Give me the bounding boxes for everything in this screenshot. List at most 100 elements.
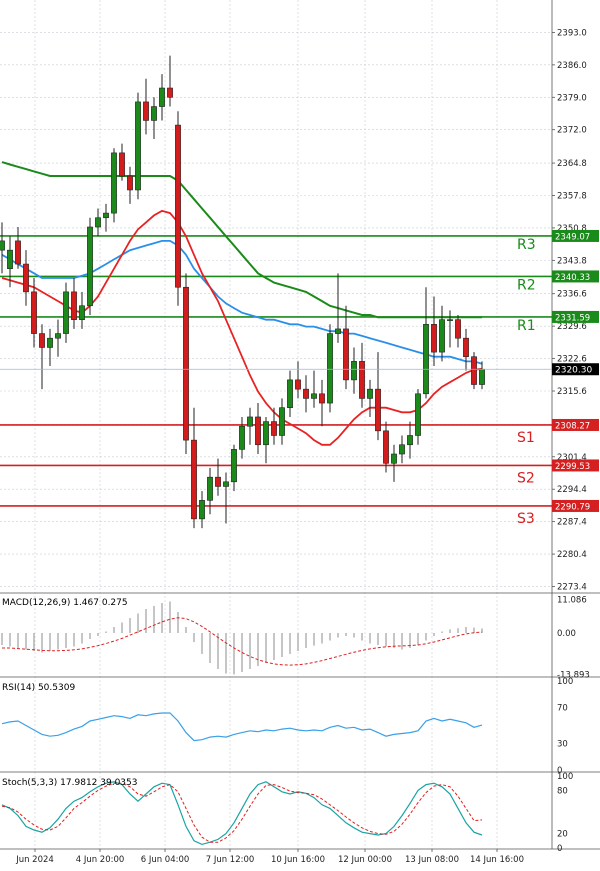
candle — [223, 472, 229, 524]
level-badge-r2 — [552, 270, 599, 283]
candle — [447, 310, 453, 348]
candle — [399, 435, 405, 464]
candle — [23, 250, 29, 306]
price-tick-label: 2315.6 — [557, 387, 587, 397]
rsi-panel — [1, 712, 483, 742]
candle — [31, 277, 37, 348]
level-name-r2: R2 — [517, 277, 536, 293]
level-badge-label: 2340.33 — [555, 273, 590, 283]
ma-mid-line — [1, 239, 483, 365]
level-badge-label: 2290.79 — [555, 502, 590, 512]
candle — [311, 370, 317, 408]
candle — [79, 291, 85, 329]
candle — [87, 217, 93, 316]
candle — [407, 421, 413, 459]
candle — [367, 379, 373, 417]
time-tick-label: 6 Jun 04:00 — [141, 855, 190, 865]
stoch-tick-label: 0 — [557, 844, 562, 854]
time-axis: Jun 2024 4 Jun 20:00 6 Jun 04:00 7 Jun 12:0… — [15, 849, 524, 865]
rsi-tick-label: 0 — [557, 766, 562, 776]
stoch-d-line — [1, 782, 483, 843]
stoch-k-line — [1, 781, 483, 846]
price-tick-label: 2322.6 — [557, 355, 587, 365]
candle — [247, 407, 253, 445]
candle — [295, 361, 301, 399]
candle — [463, 328, 469, 371]
time-tick-label: 10 Jun 16:00 — [271, 855, 325, 865]
stoch-tick-label: 20 — [557, 830, 568, 840]
candle — [271, 407, 277, 445]
macd-tick-label: 11.086 — [557, 596, 587, 606]
candle — [15, 227, 21, 269]
price-tick-label: 2364.8 — [557, 159, 587, 169]
candle — [391, 444, 397, 482]
price-tick-label: 2273.4 — [557, 583, 587, 593]
candle — [47, 328, 53, 366]
macd-tick-label: -13.893 — [557, 671, 590, 681]
candle — [375, 352, 381, 441]
macd-panel — [1, 601, 483, 675]
level-badge-s2 — [552, 459, 599, 472]
stoch-tick-label: 100 — [557, 772, 573, 782]
candle — [191, 407, 197, 529]
candle — [167, 55, 173, 107]
candle — [319, 379, 325, 427]
price-tick-label: 2343.8 — [557, 256, 587, 266]
candle — [455, 315, 461, 348]
price-tick-label: 2287.4 — [557, 518, 587, 528]
candle — [135, 92, 141, 200]
candle — [151, 97, 157, 139]
candle — [95, 208, 101, 237]
candle — [39, 324, 45, 390]
candle — [103, 203, 109, 232]
candle — [0, 222, 5, 274]
level-name-r3: R3 — [517, 237, 536, 253]
candle — [327, 324, 333, 413]
level-badge-label: 2299.53 — [555, 462, 590, 472]
time-tick-label: 4 Jun 20:00 — [76, 855, 125, 865]
candle — [359, 342, 365, 408]
macd-title: MACD(12,26,9) 1.467 0.275 — [2, 598, 128, 608]
candle — [255, 403, 261, 455]
candle — [231, 444, 237, 492]
candle — [279, 398, 285, 445]
candle — [199, 491, 205, 529]
rsi-tick-label: 70 — [557, 704, 568, 714]
ma-slow-line — [1, 161, 482, 319]
candle — [71, 277, 77, 329]
candle — [303, 375, 309, 413]
stoch-panel — [1, 781, 483, 846]
candle — [175, 111, 181, 306]
level-name-s2: S2 — [517, 470, 535, 486]
level-badge-label: 2331.59 — [555, 313, 590, 323]
price-tick-label: 2372.0 — [557, 126, 587, 136]
time-tick-label: 13 Jun 08:00 — [405, 855, 459, 865]
candle — [415, 389, 421, 445]
price-tick-label: 2357.8 — [557, 192, 587, 202]
rsi-title: RSI(14) 50.5309 — [2, 683, 75, 693]
price-tick-label: 2329.6 — [557, 322, 587, 332]
time-tick-label: 14 Jun 16:00 — [470, 855, 524, 865]
candle — [431, 296, 437, 366]
level-badge-label: 2308.27 — [555, 421, 590, 431]
stoch-title: Stoch(5,3,3) 17.9812 39.0353 — [2, 778, 137, 788]
price-tick-label: 2386.0 — [557, 61, 587, 71]
candle — [423, 287, 429, 399]
price-axis: 2393.0 2386.0 2379.0 2372.0 2364.8 2357.8 2350… — [552, 28, 599, 854]
rsi-tick-label: 30 — [557, 739, 568, 749]
candle — [439, 305, 445, 362]
macd-histogram — [1, 601, 483, 675]
candle — [183, 273, 189, 455]
last-price-label: 2320.30 — [555, 366, 592, 376]
rsi-tick-label: 100 — [557, 677, 573, 687]
stoch-tick-label: 80 — [557, 786, 568, 796]
time-tick-label: Jun 2024 — [15, 855, 54, 865]
macd-tick-label: 0.00 — [557, 629, 576, 639]
price-tick-label: 2379.0 — [557, 93, 587, 103]
level-badge-r3 — [552, 229, 599, 242]
price-tick-label: 2294.4 — [557, 485, 587, 495]
level-name-r1: R1 — [517, 318, 536, 334]
price-tick-label: 2393.0 — [557, 28, 587, 38]
candle — [263, 416, 269, 464]
